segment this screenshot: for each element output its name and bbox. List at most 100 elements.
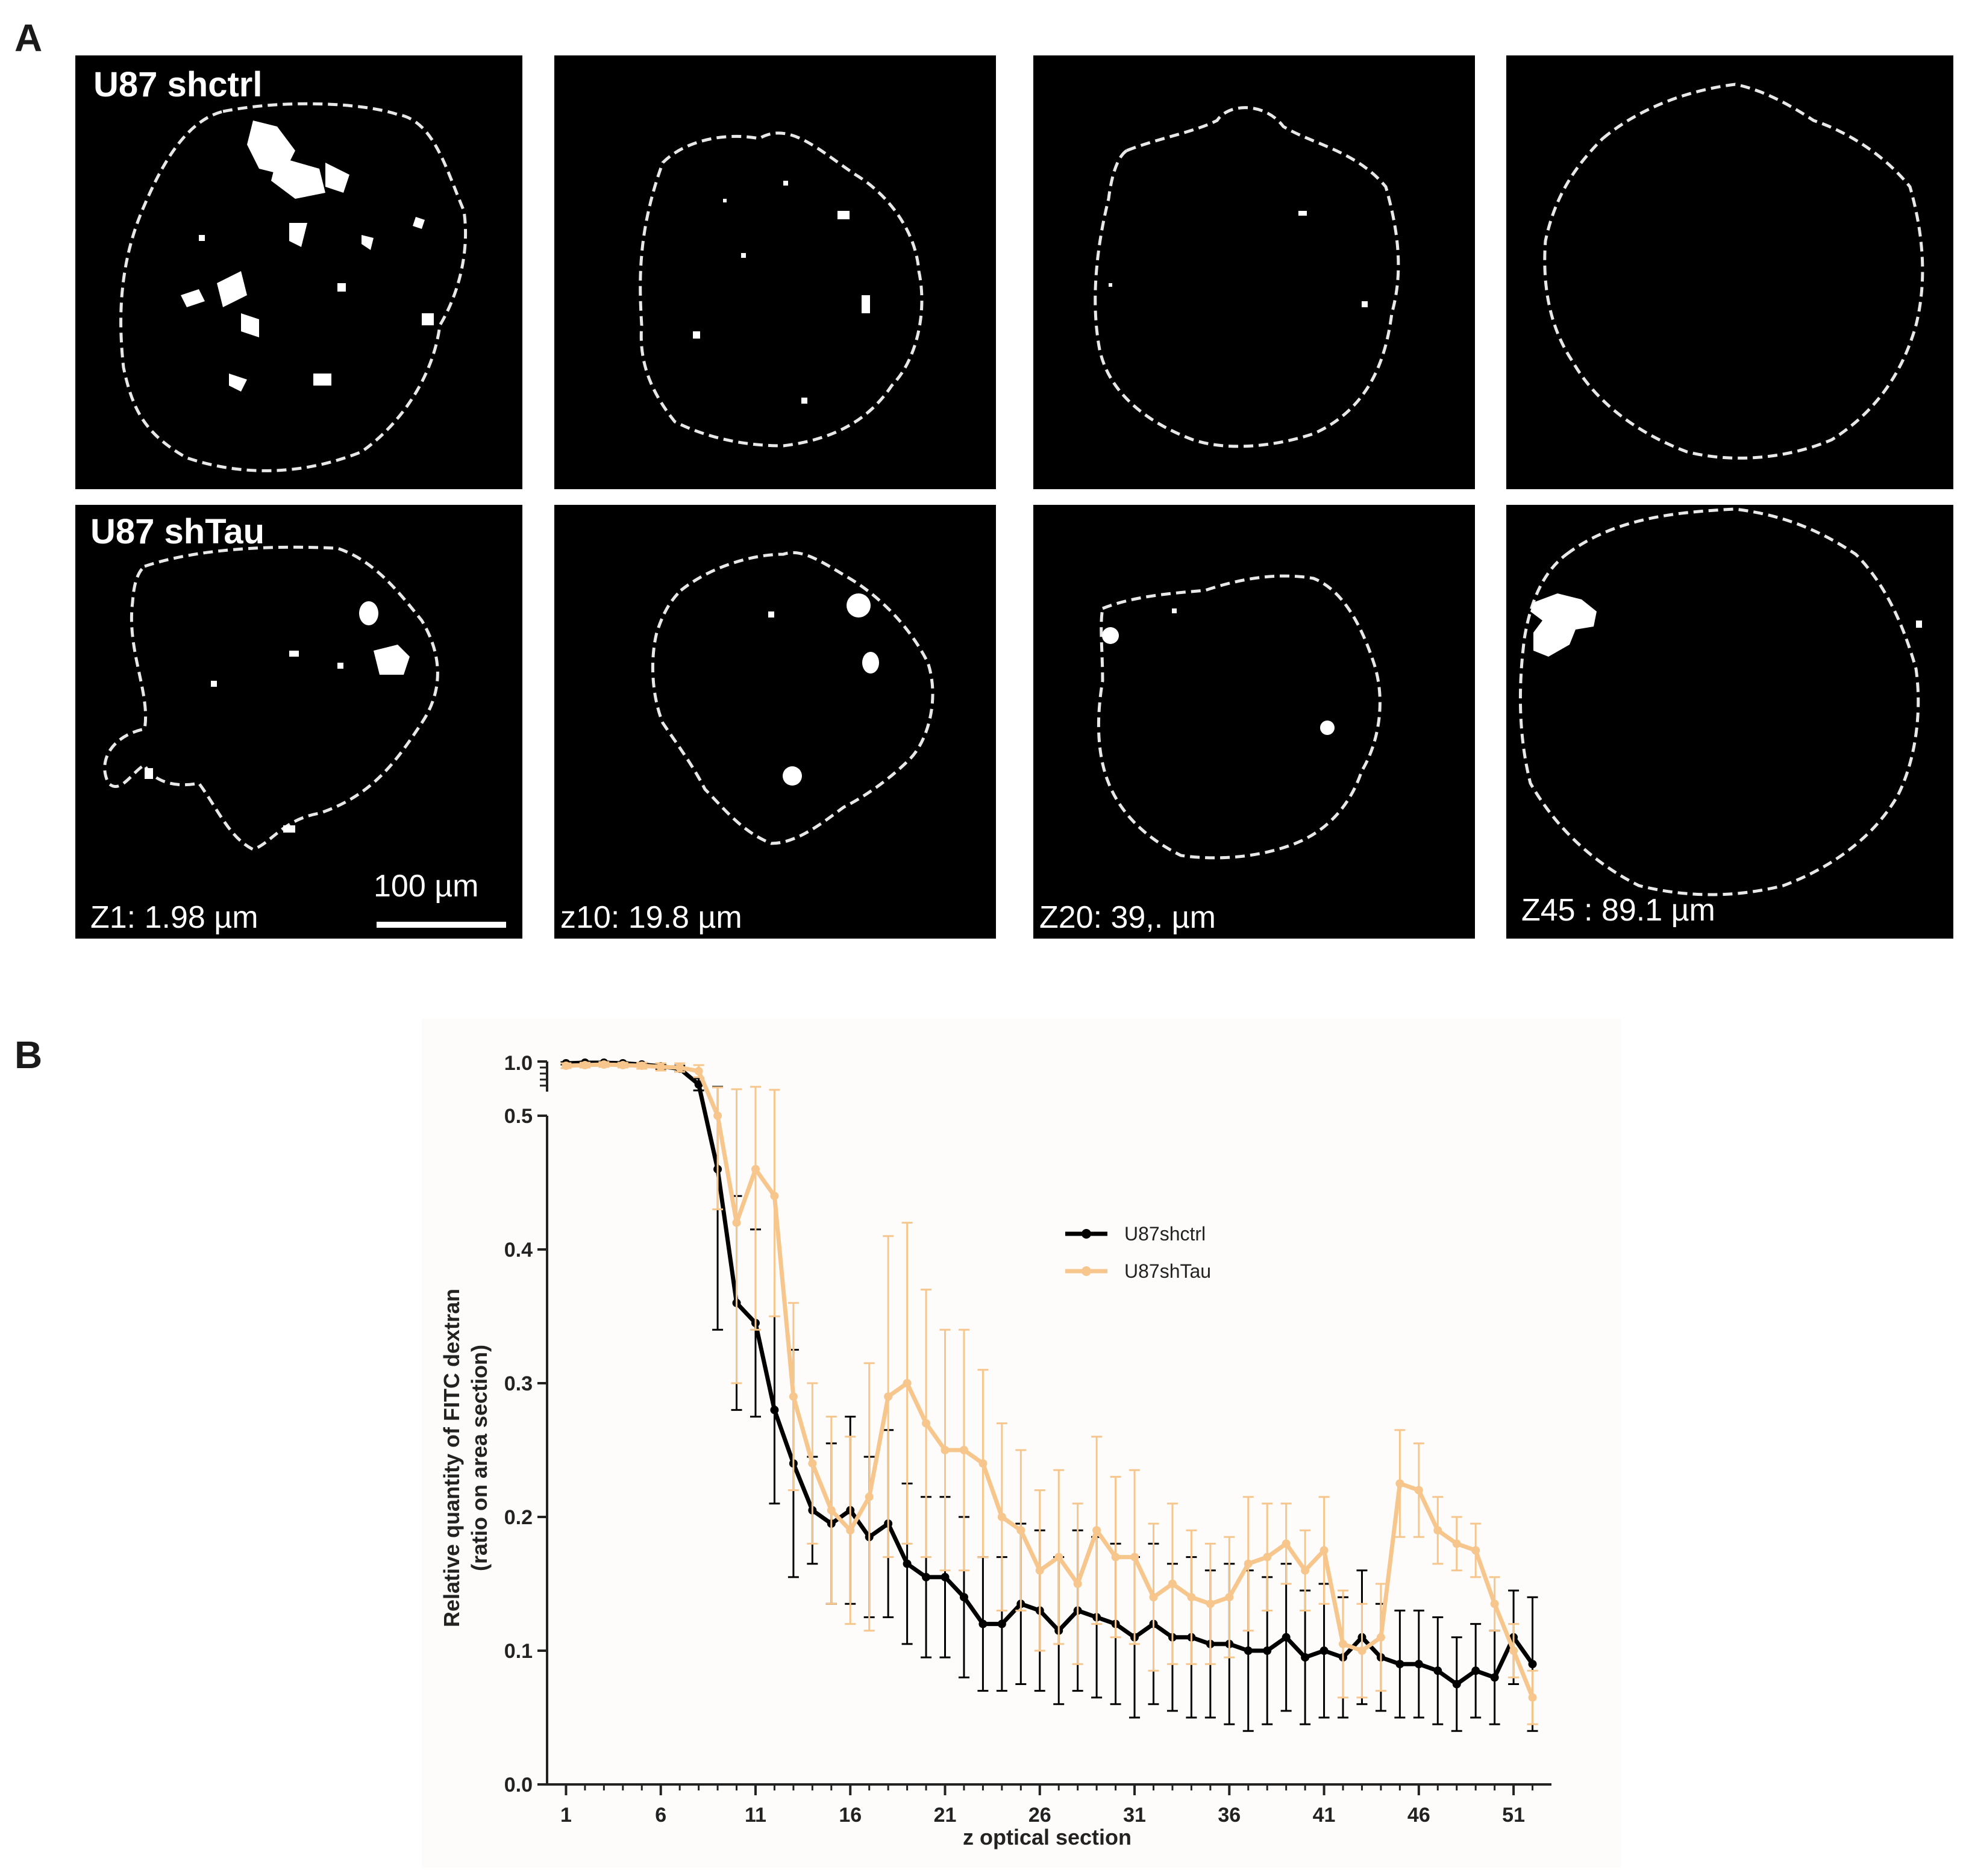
- U87shTau-point-42: [1339, 1639, 1348, 1648]
- U87shctrl-point-12: [770, 1405, 779, 1415]
- y-axis-title-line1: Relative quantity of FITC dextran: [439, 1289, 464, 1627]
- U87shTau-point-7: [675, 1063, 684, 1072]
- chart-axes: 0.00.10.20.30.40.51.01 6 11 16 21 26 31 36 41 46 5…: [504, 1052, 1551, 1827]
- U87shTau-point-23: [978, 1459, 988, 1468]
- U87shTau-point-3: [599, 1060, 609, 1069]
- x-tick-label-10: 51: [1502, 1804, 1525, 1827]
- legend-marker-U87shctrl: [1082, 1229, 1091, 1239]
- U87shTau-point-20: [922, 1419, 931, 1428]
- y-tick-label-4: 0.4: [504, 1239, 533, 1262]
- U87shTau-point-24: [997, 1513, 1006, 1521]
- U87shTau-point-47: [1433, 1526, 1442, 1535]
- U87shctrl-point-8: [694, 1080, 703, 1089]
- U87shctrl-point-34: [1187, 1633, 1196, 1642]
- row-label-shctrl: U87 shctrl: [93, 65, 262, 104]
- U87shTau-point-33: [1168, 1580, 1177, 1588]
- x-axis-title: z optical section: [963, 1825, 1132, 1849]
- U87shTau-point-14: [808, 1459, 817, 1468]
- micrograph-shctrl-z1: [75, 55, 522, 489]
- U87shTau-point-48: [1452, 1539, 1461, 1548]
- micrograph-grid: U87 shctrl U87 shTau Z1: 1.98 µm z10: 19…: [75, 55, 1953, 939]
- x-tick-label-2: 11: [745, 1804, 766, 1827]
- z-label-10: z10: 19.8 µm: [560, 900, 742, 935]
- U87shctrl-point-42: [1339, 1653, 1348, 1662]
- U87shctrl-point-9: [713, 1165, 722, 1174]
- U87shctrl-line: [566, 1060, 1535, 1686]
- U87shctrl-point-39: [1282, 1633, 1291, 1642]
- U87shctrl-point-26: [1035, 1606, 1044, 1615]
- U87shctrl-point-52: [1528, 1660, 1537, 1669]
- micrograph-shtau-z45: [1506, 505, 1953, 939]
- U87shctrl-point-4: [618, 1059, 627, 1068]
- U87shctrl-point-31: [1130, 1633, 1139, 1642]
- U87shTau-point-22: [959, 1446, 968, 1454]
- panel-letter-a: A: [14, 16, 43, 60]
- U87shctrl-point-16: [846, 1505, 855, 1515]
- legend-marker-U87shTau: [1082, 1266, 1091, 1276]
- U87shctrl-point-28: [1073, 1606, 1082, 1615]
- z-label-20: Z20: 39,. µm: [1039, 900, 1216, 935]
- U87shTau-line: [566, 1062, 1535, 1699]
- legend-label-U87shctrl: U87shctrl: [1124, 1223, 1206, 1245]
- U87shTau-point-37: [1244, 1559, 1253, 1568]
- scale-bar-label: 100 µm: [374, 869, 478, 904]
- U87shTau-point-52: [1528, 1693, 1537, 1702]
- U87shctrl-point-38: [1263, 1646, 1272, 1655]
- U87shTau-point-49: [1471, 1546, 1480, 1555]
- U87shctrl-point-50: [1490, 1673, 1499, 1682]
- micrograph-shctrl-z10: [554, 55, 996, 489]
- U87shTau-point-5: [637, 1062, 646, 1070]
- U87shTau-point-40: [1301, 1566, 1310, 1575]
- z-label-45: Z45 : 89.1 µm: [1521, 893, 1715, 928]
- U87shTau-point-27: [1054, 1552, 1063, 1562]
- x-tick-label-6: 31: [1123, 1804, 1146, 1827]
- U87shctrl-point-45: [1395, 1660, 1404, 1669]
- U87shctrl-point-15: [827, 1519, 836, 1528]
- U87shctrl-point-18: [884, 1519, 893, 1528]
- U87shTau-point-43: [1357, 1646, 1366, 1655]
- U87shctrl-point-17: [865, 1533, 874, 1542]
- micrograph-shtau-z1: [75, 505, 522, 939]
- z-label-1: Z1: 1.98 µm: [90, 900, 258, 935]
- U87shTau-point-50: [1490, 1599, 1499, 1609]
- U87shctrl-point-43: [1357, 1633, 1366, 1642]
- U87shTau-point-28: [1073, 1580, 1082, 1588]
- x-tick-label-1: 6: [655, 1804, 666, 1827]
- U87shTau-point-1: [562, 1062, 571, 1070]
- micrograph-shtau-z20: [1033, 505, 1475, 939]
- chart-legend: U87shctrl U87shTau: [1065, 1223, 1211, 1282]
- U87shTau-point-2: [580, 1061, 589, 1069]
- y-tick-label-2: 0.2: [504, 1506, 533, 1529]
- U87shctrl-point-33: [1168, 1633, 1177, 1642]
- x-tick-label-3: 16: [839, 1804, 862, 1827]
- U87shctrl-point-47: [1433, 1666, 1442, 1675]
- U87shctrl-point-21: [941, 1572, 950, 1581]
- x-tick-label-4: 21: [934, 1804, 957, 1827]
- U87shctrl-point-11: [751, 1319, 760, 1328]
- U87shctrl-point-51: [1509, 1633, 1518, 1642]
- U87shTau-point-46: [1414, 1486, 1423, 1495]
- x-tick-label-0: 1: [560, 1804, 572, 1827]
- U87shTau-point-6: [656, 1063, 665, 1071]
- U87shTau-point-19: [903, 1379, 912, 1387]
- U87shTau-point-10: [732, 1218, 741, 1227]
- U87shctrl-point-19: [903, 1559, 912, 1568]
- U87shTau-point-21: [941, 1446, 950, 1454]
- U87shctrl-point-36: [1225, 1639, 1234, 1648]
- x-tick-label-8: 41: [1313, 1804, 1336, 1827]
- U87shctrl-point-25: [1016, 1599, 1025, 1609]
- y-tick-label-0: 0.0: [504, 1774, 533, 1796]
- y-tick-label-3: 0.3: [504, 1372, 533, 1395]
- U87shTau-point-35: [1206, 1599, 1215, 1609]
- U87shctrl-point-6: [656, 1062, 665, 1071]
- U87shTau-point-18: [884, 1392, 893, 1401]
- y-tick-label-5: 0.5: [504, 1105, 533, 1128]
- U87shctrl-point-24: [997, 1619, 1006, 1628]
- U87shctrl-point-1: [562, 1059, 571, 1068]
- U87shctrl-point-37: [1244, 1646, 1253, 1655]
- series-U87shctrl: [560, 1058, 1538, 1732]
- U87shctrl-point-13: [789, 1459, 798, 1468]
- U87shTau-point-16: [846, 1526, 855, 1535]
- U87shctrl-point-46: [1414, 1660, 1423, 1669]
- U87shctrl-point-5: [637, 1060, 646, 1069]
